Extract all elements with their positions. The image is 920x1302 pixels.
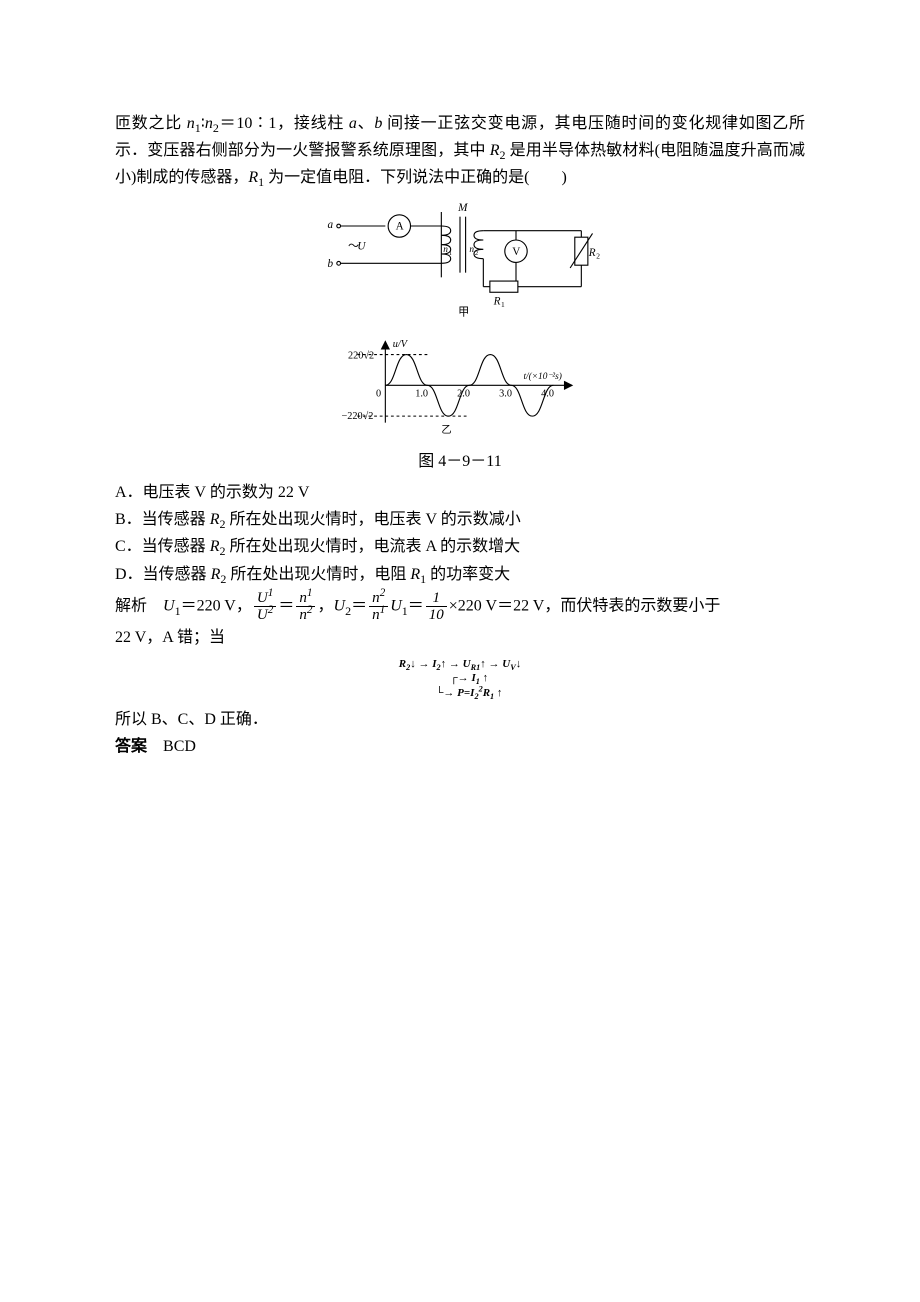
label-U: U — [357, 240, 366, 252]
answer-label: 答案 — [115, 738, 147, 755]
label-V: V — [512, 245, 520, 257]
question-stem: 匝数之比 n1∶n2＝10∶1，接线柱 a、b 间接一正弦交变电源，其电压随时间… — [115, 110, 805, 192]
tick-2: 2.0 — [457, 389, 470, 400]
waveform-diagram: u/V 220√2 −220√2 0 1.0 2.0 3.0 4.0 t/(×1… — [320, 334, 600, 437]
svg-text:n: n — [443, 245, 448, 255]
svg-text:1: 1 — [501, 300, 505, 309]
svg-text:1: 1 — [449, 249, 452, 256]
svg-text:R: R — [493, 295, 501, 307]
label-a: a — [327, 218, 333, 230]
answer-value: BCD — [163, 738, 196, 755]
option-B: B．当传感器 R2 所在处出现火情时，电压表 V 的示数减小 — [115, 506, 805, 533]
tick-4: 4.0 — [541, 389, 554, 400]
xlabel: t/(×10⁻²s) — [523, 371, 561, 382]
option-D: D．当传感器 R2 所在处出现火情时，电阻 R1 的功率变大 — [115, 561, 805, 588]
analysis-tail: 所以 B、C、D 正确． — [115, 706, 805, 733]
tick-3: 3.0 — [499, 389, 512, 400]
svg-text:2: 2 — [475, 249, 478, 256]
label-M: M — [457, 202, 468, 214]
label-b: b — [327, 258, 333, 270]
svg-text:0: 0 — [376, 389, 381, 400]
svg-text:2: 2 — [596, 251, 600, 260]
analysis-line2: 22 V，A 错；当 — [115, 624, 805, 651]
label-yi: 乙 — [441, 424, 451, 436]
stem-mid1: ，接线柱 — [276, 115, 348, 132]
ylabel: u/V — [393, 339, 409, 350]
options: A．电压表 V 的示数为 22 V B．当传感器 R2 所在处出现火情时，电压表… — [115, 479, 805, 588]
circuit-diagram: a b ～ U A M n1 n2 V R1 R2 甲 — [320, 198, 600, 319]
tick-1: 1.0 — [415, 389, 428, 400]
figure-block: a b ～ U A M n1 n2 V R1 R2 甲 — [115, 198, 805, 476]
option-A: A．电压表 V 的示数为 22 V — [115, 479, 805, 506]
ymax: 220√2 — [348, 349, 374, 361]
stem-prefix: 匝数之比 — [115, 115, 187, 132]
label-jia: 甲 — [458, 306, 469, 318]
label-A: A — [396, 220, 404, 232]
analysis-arrows: R2↓ → I2↑ → UR1↑ → UV↓ ┌→ I1 ↑ └→ P=I22R… — [115, 657, 805, 700]
ymin: −220√2 — [341, 410, 373, 422]
stem-tail2: 为一定值电阻．下列说法中正确的是( ) — [264, 169, 567, 186]
svg-text:R: R — [588, 246, 596, 258]
analysis: 解析 U1＝220 V，U1U2＝n1n2，U2＝n2n1U1＝110×220 … — [115, 590, 805, 733]
answer: 答案 BCD — [115, 733, 805, 760]
svg-text:n: n — [469, 245, 474, 255]
analysis-label: 解析 — [115, 598, 147, 615]
figure-caption: 图 4－9－11 — [115, 448, 805, 475]
option-C: C．当传感器 R2 所在处出现火情时，电流表 A 的示数增大 — [115, 533, 805, 560]
